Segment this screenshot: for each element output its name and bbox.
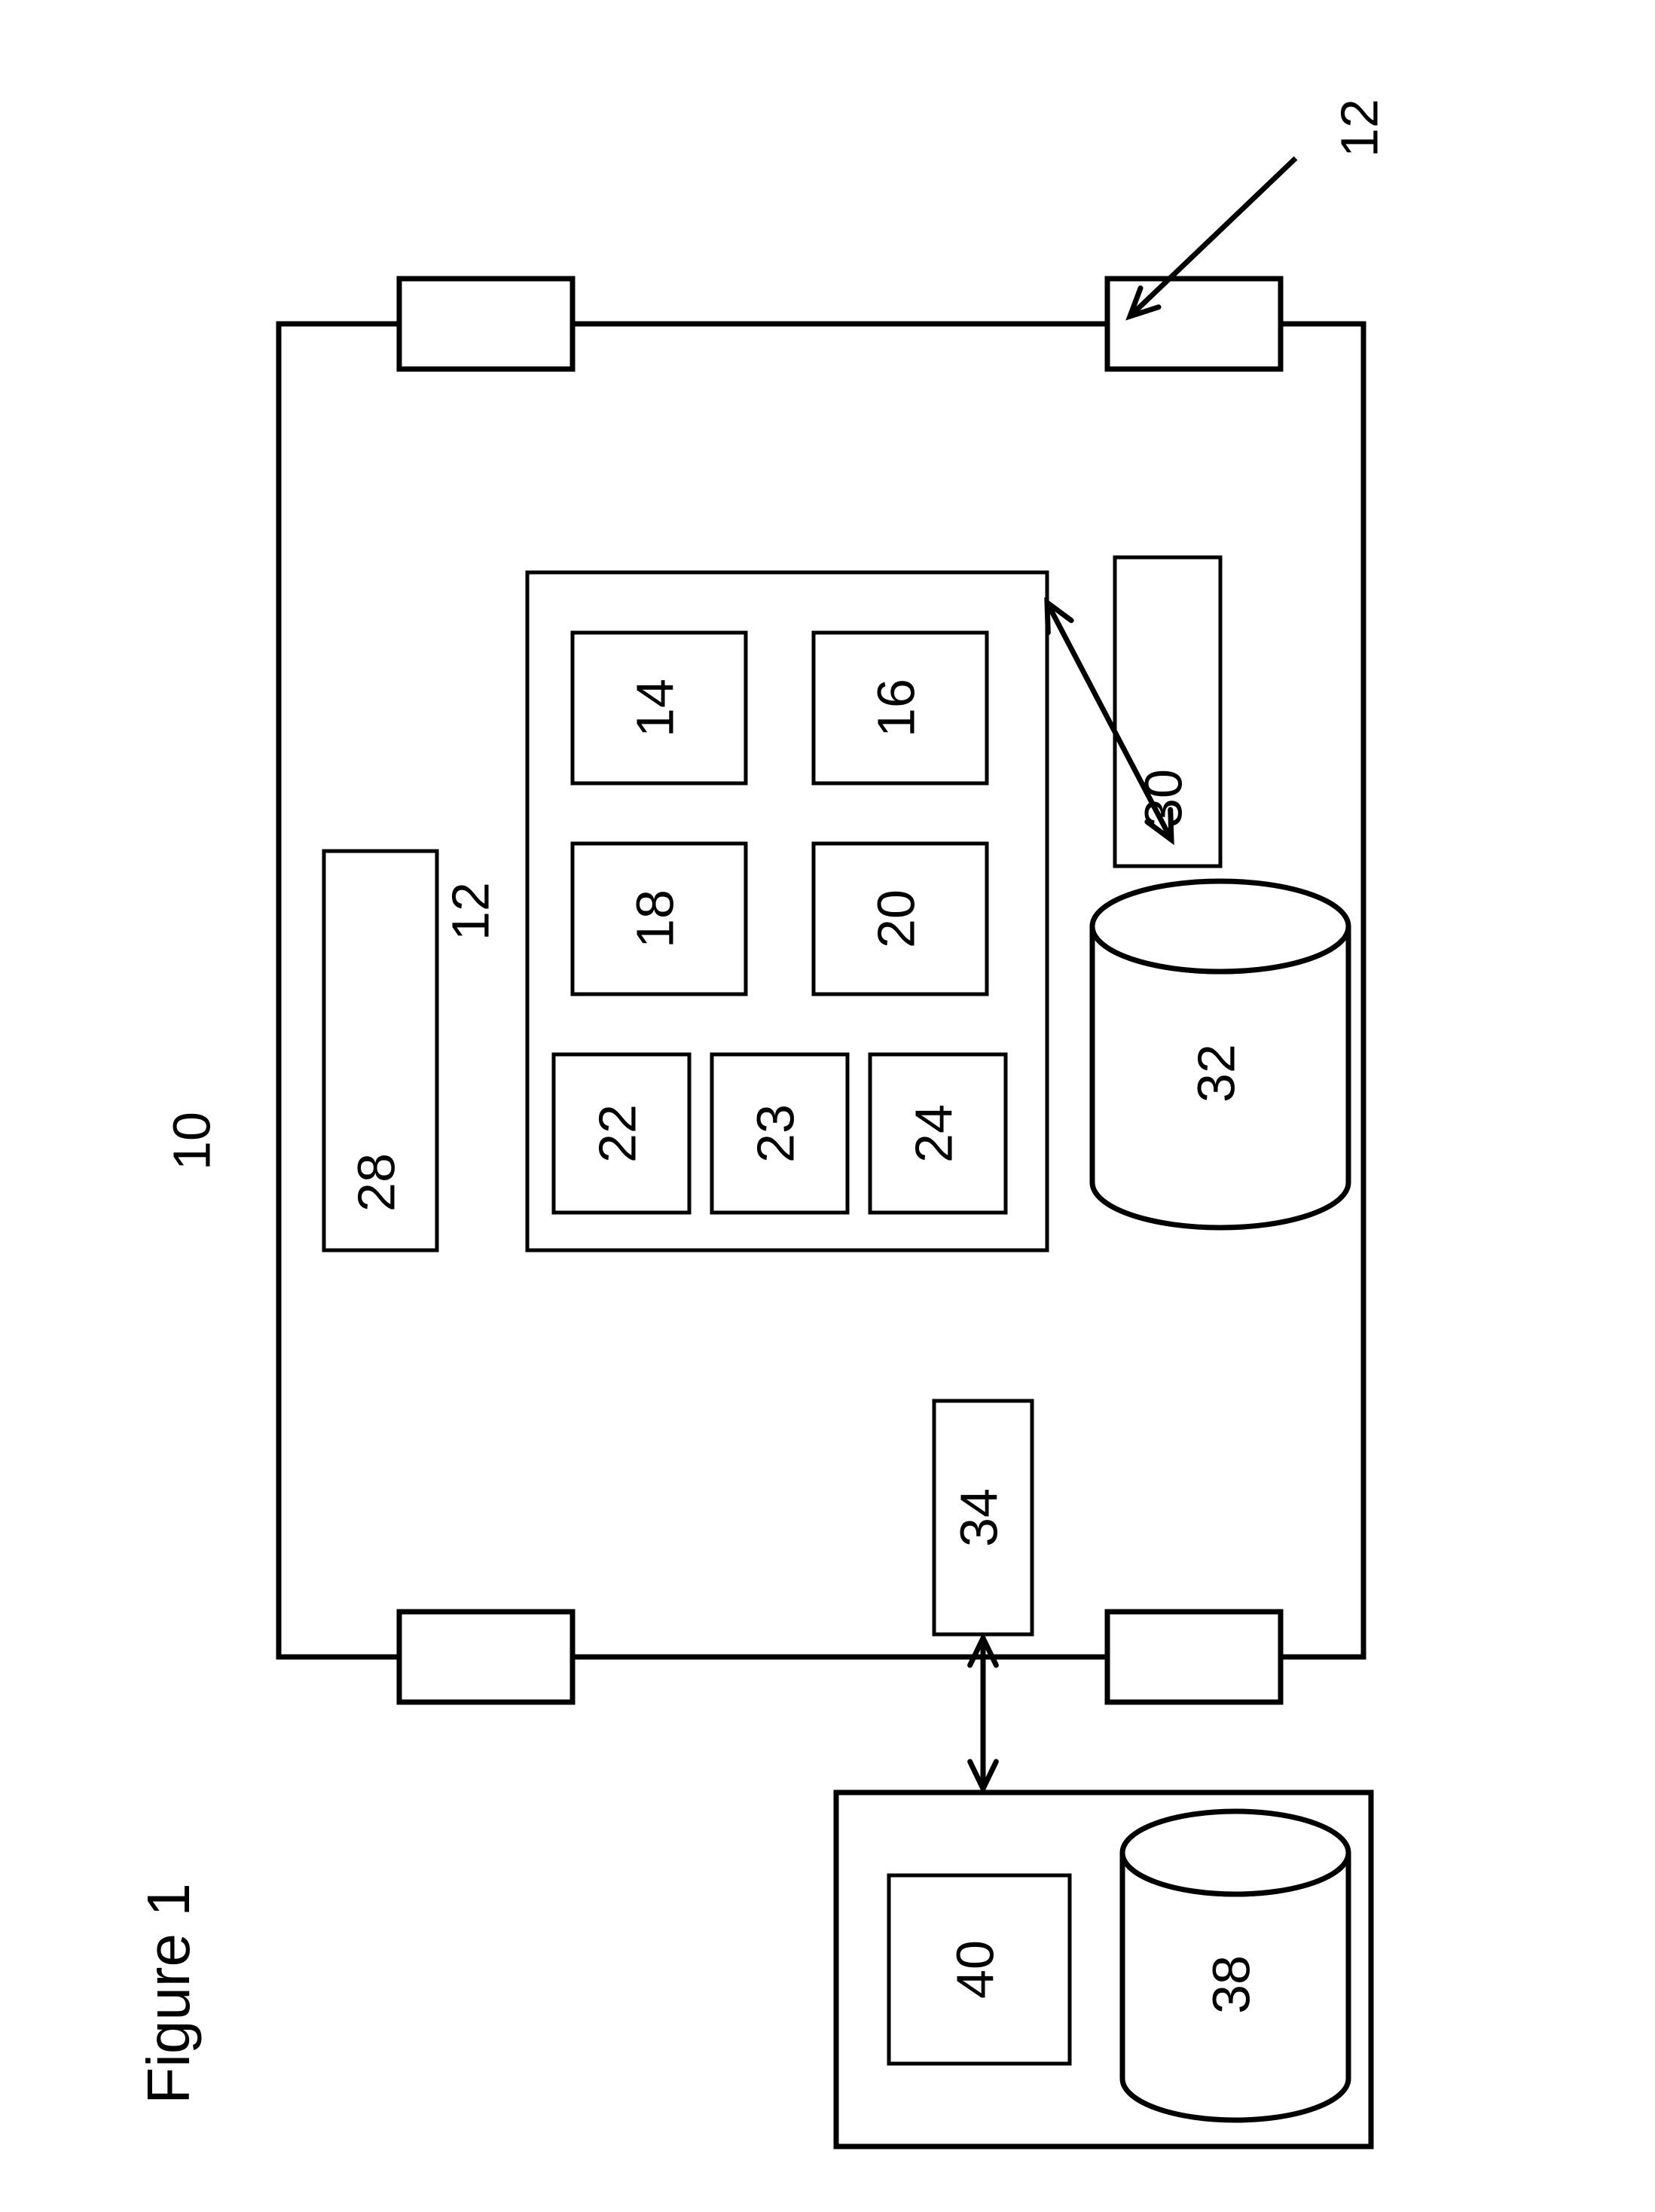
cell-label-16: 16 bbox=[866, 679, 925, 737]
sub-box-label: 12 bbox=[441, 882, 499, 941]
figure-caption: Figure 1 bbox=[135, 1883, 202, 2104]
edge-tab-1 bbox=[1107, 279, 1281, 369]
edge-tab-3 bbox=[1107, 1612, 1281, 1702]
cell-label-23: 23 bbox=[746, 1104, 805, 1163]
label-30: 30 bbox=[1134, 769, 1192, 828]
edge-tab-2 bbox=[399, 1612, 573, 1702]
cell-label-22: 22 bbox=[588, 1104, 646, 1163]
pointer-label: 12 bbox=[1330, 99, 1388, 157]
label-32: 32 bbox=[1186, 1044, 1245, 1103]
label-40: 40 bbox=[945, 1940, 1004, 1999]
label-34: 34 bbox=[949, 1488, 1008, 1547]
label-38: 38 bbox=[1202, 1955, 1260, 2014]
edge-tab-0 bbox=[399, 279, 573, 369]
figure-diagram: 12 14 16 18 20 22 23 24 28 30 32 34 40 38 12 10 Figure 1 bbox=[0, 0, 1655, 2212]
cell-label-18: 18 bbox=[625, 889, 684, 948]
outer-label: 10 bbox=[162, 1112, 221, 1170]
cell-label-20: 20 bbox=[866, 889, 925, 948]
label-28: 28 bbox=[347, 1153, 405, 1212]
cell-label-14: 14 bbox=[625, 679, 684, 737]
cell-label-24: 24 bbox=[904, 1104, 963, 1163]
